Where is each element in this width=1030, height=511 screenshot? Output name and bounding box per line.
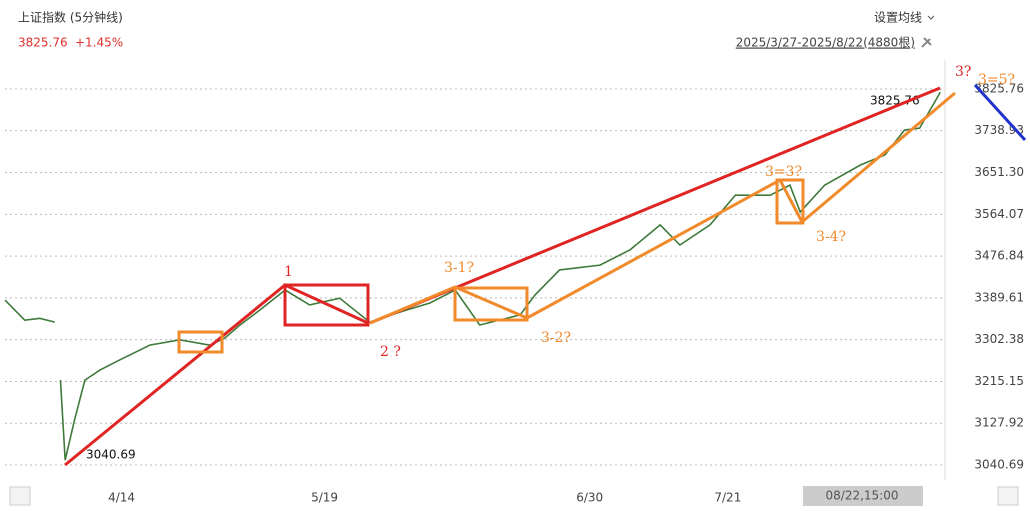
wave-annotation: 3?: [955, 64, 971, 80]
wave-annotation: 3-4?: [816, 229, 846, 245]
wave-annotation: 3-2?: [541, 330, 571, 346]
scroll-right[interactable]: [997, 486, 1019, 506]
y-tick-label: 3651.30: [974, 165, 1024, 179]
low-label: 3040.69: [86, 448, 136, 462]
wave-annotation: 1: [284, 264, 293, 280]
y-tick-label: 3564.07: [974, 207, 1024, 221]
price-line: [4, 91, 941, 461]
x-tick-label: 7/21: [714, 491, 741, 505]
wave-annotation: 3=3?: [765, 164, 802, 180]
quote-change: +1.45%: [75, 36, 123, 50]
quote-price: 3825.76: [18, 36, 68, 50]
wave-annotation: 3=5?: [978, 72, 1015, 88]
title: 上证指数 (5分钟线): [18, 10, 123, 25]
pin-icon[interactable]: [921, 37, 932, 48]
y-tick-label: 3040.69: [974, 458, 1024, 472]
x-tick-label: 6/30: [576, 491, 603, 505]
dropdown-icon[interactable]: [927, 15, 935, 20]
y-tick-label: 3215.15: [974, 374, 1024, 388]
scroll-handle[interactable]: [803, 486, 923, 506]
wave-annotation: 3-1?: [444, 260, 474, 276]
y-tick-label: 3476.84: [974, 249, 1024, 263]
annotation-lines: [64, 83, 1027, 467]
y-tick-label: 3389.61: [974, 290, 1024, 304]
y-tick-label: 3302.38: [974, 332, 1024, 346]
ma-setting[interactable]: 设置均线: [874, 11, 922, 25]
x-tick-label: 5/19: [311, 491, 338, 505]
scroll-left[interactable]: [9, 486, 31, 506]
scroll-label: 08/22,15:00: [826, 489, 899, 503]
y-tick-label: 3127.92: [974, 416, 1024, 430]
high-label: 3825.76: [870, 94, 920, 108]
date-range[interactable]: 2025/3/27-2025/8/22(4880根): [736, 36, 915, 50]
wave-annotation: 2 ?: [380, 344, 401, 360]
scrollbar: 08/22,15:00: [9, 486, 1019, 506]
x-tick-label: 4/14: [108, 491, 135, 505]
y-tick-label: 3825.76: [974, 81, 1024, 95]
